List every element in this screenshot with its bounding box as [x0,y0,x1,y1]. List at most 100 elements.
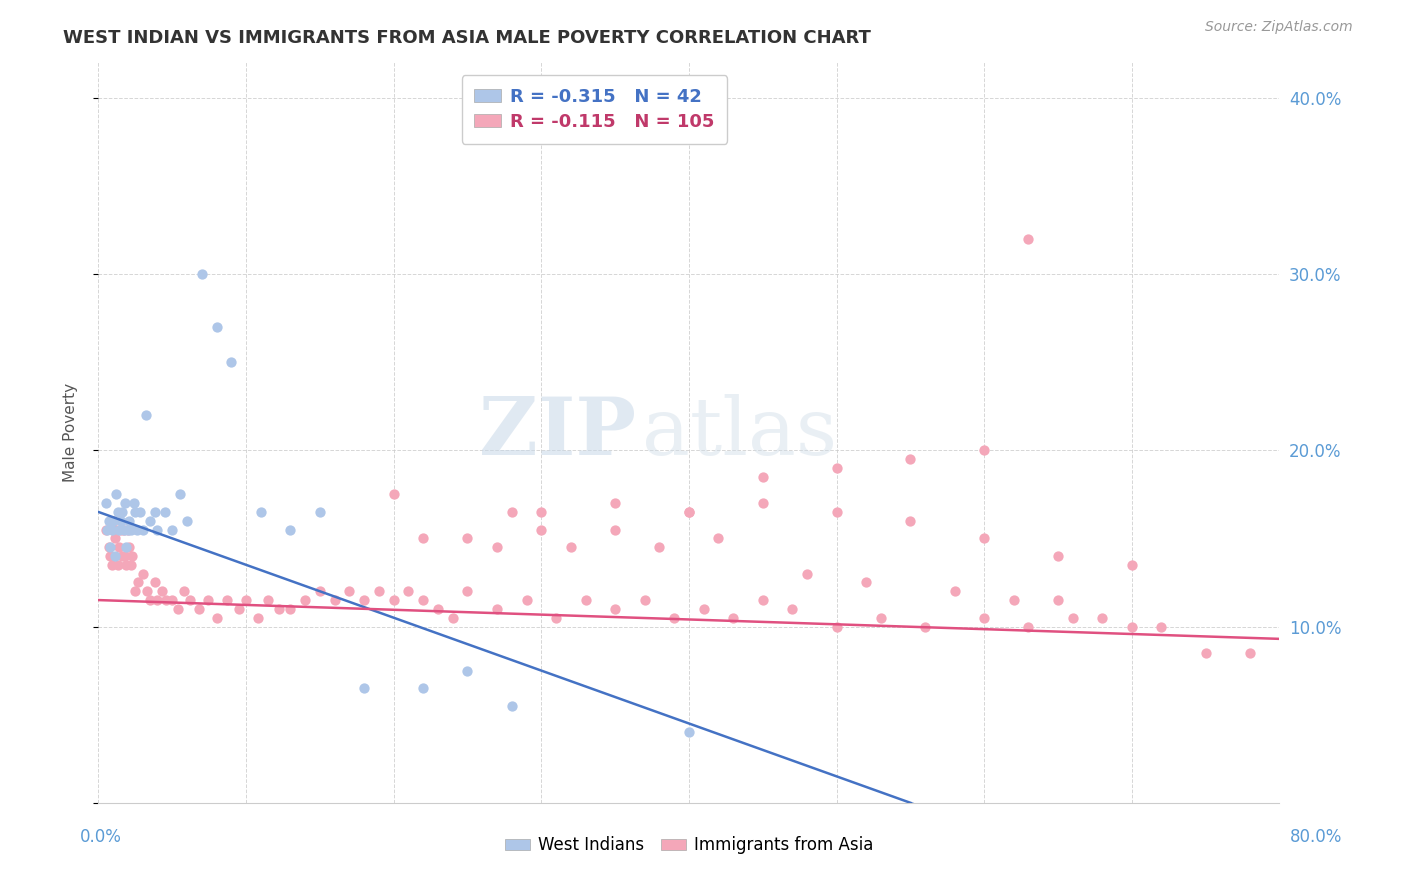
Point [127,575,149,590]
Point [205,610,228,624]
Point [1046,549,1070,563]
Point [501,505,523,519]
Point [339,584,361,599]
Point [516,593,538,607]
Point [825,505,848,519]
Point [1091,610,1114,624]
Point [114,549,136,563]
Point [1239,646,1261,660]
Point [169,487,191,501]
Point [693,602,716,616]
Point [943,584,966,599]
Point [111,505,134,519]
Point [752,469,775,483]
Point [1195,646,1218,660]
Point [107,505,129,519]
Point [139,593,162,607]
Point [173,584,195,599]
Point [146,593,169,607]
Point [110,523,132,537]
Point [205,319,228,334]
Point [107,558,129,572]
Point [309,584,332,599]
Point [353,681,375,696]
Point [605,602,627,616]
Point [825,619,848,633]
Point [176,514,198,528]
Point [96,523,118,537]
Point [135,408,157,422]
Point [723,610,745,624]
Text: 0.0%: 0.0% [80,828,122,846]
Point [246,610,269,624]
Point [136,584,159,599]
Point [132,566,155,581]
Point [257,593,280,607]
Point [900,452,922,467]
Point [870,610,893,624]
Point [94,523,117,537]
Point [110,514,132,528]
Point [128,505,150,519]
Point [120,523,142,537]
Point [353,593,375,607]
Point [105,487,128,501]
Point [280,523,302,537]
Point [187,602,209,616]
Point [707,532,730,546]
Point [104,549,127,563]
Point [125,523,148,537]
Point [115,558,138,572]
Point [153,505,176,519]
Point [98,540,121,554]
Point [104,532,127,546]
Y-axis label: Male Poverty: Male Poverty [63,383,77,483]
Point [914,619,936,633]
Point [150,584,173,599]
Point [124,505,146,519]
Point [115,540,138,554]
Point [146,523,169,537]
Point [427,602,450,616]
Text: atlas: atlas [641,393,837,472]
Text: Source: ZipAtlas.com: Source: ZipAtlas.com [1205,20,1353,34]
Point [412,681,434,696]
Point [114,496,136,510]
Point [250,505,273,519]
Point [1121,558,1143,572]
Point [1018,619,1040,633]
Point [97,514,120,528]
Point [221,355,243,369]
Point [215,593,238,607]
Point [117,523,139,537]
Legend: West Indians, Immigrants from Asia: West Indians, Immigrants from Asia [498,830,880,861]
Point [143,505,166,519]
Point [98,549,121,563]
Point [382,593,405,607]
Point [560,540,582,554]
Text: WEST INDIAN VS IMMIGRANTS FROM ASIA MALE POVERTY CORRELATION CHART: WEST INDIAN VS IMMIGRANTS FROM ASIA MALE… [63,29,872,46]
Point [900,514,922,528]
Point [752,593,775,607]
Point [100,558,122,572]
Point [782,602,804,616]
Point [457,532,479,546]
Point [108,540,131,554]
Point [546,610,568,624]
Point [530,505,553,519]
Point [309,505,332,519]
Point [1062,610,1084,624]
Point [228,602,250,616]
Point [605,523,627,537]
Point [162,523,183,537]
Point [664,610,686,624]
Point [678,505,700,519]
Point [368,584,391,599]
Point [796,566,818,581]
Point [112,523,135,537]
Point [678,725,700,739]
Point [1150,619,1173,633]
Point [412,593,434,607]
Point [973,443,995,458]
Point [441,610,464,624]
